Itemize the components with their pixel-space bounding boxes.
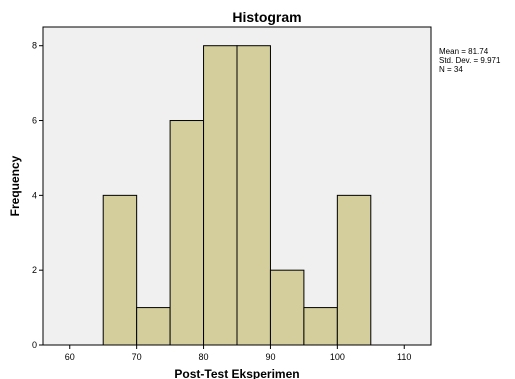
histogram-bar bbox=[203, 45, 238, 346]
histogram-bar bbox=[102, 194, 138, 346]
x-tick-label: 60 bbox=[65, 352, 75, 362]
x-tick-label: 70 bbox=[132, 352, 142, 362]
x-tick-label: 110 bbox=[397, 352, 411, 362]
x-axis-title: Post-Test Eksperimen bbox=[174, 367, 299, 379]
histogram-bar bbox=[236, 45, 271, 346]
chart-title: Histogram bbox=[232, 9, 301, 25]
histogram-bar bbox=[269, 269, 305, 346]
stats-n: N = 34 bbox=[439, 65, 463, 74]
y-axis-title: Frequency bbox=[8, 155, 22, 216]
y-axis-ticks: 0 2 4 6 8 bbox=[32, 41, 43, 350]
histogram-bar bbox=[336, 194, 372, 346]
stats-box: Mean = 81.74 Std. Dev. = 9.971 N = 34 bbox=[439, 47, 501, 74]
bars-group bbox=[102, 45, 372, 346]
histogram-bar bbox=[303, 307, 338, 346]
y-tick-label: 4 bbox=[32, 190, 37, 200]
x-axis-ticks: 60 70 80 90 100 110 bbox=[65, 345, 411, 362]
histogram-bar bbox=[169, 120, 205, 346]
x-tick-label: 100 bbox=[330, 352, 345, 362]
y-tick-label: 0 bbox=[32, 340, 37, 350]
x-tick-label: 90 bbox=[265, 352, 275, 362]
stats-mean: Mean = 81.74 bbox=[439, 47, 489, 56]
stats-std-dev: Std. Dev. = 9.971 bbox=[439, 56, 501, 65]
y-tick-label: 2 bbox=[32, 265, 37, 275]
y-tick-label: 6 bbox=[32, 116, 37, 126]
y-tick-label: 8 bbox=[32, 41, 37, 51]
x-tick-label: 80 bbox=[199, 352, 209, 362]
histogram-bar bbox=[136, 307, 171, 346]
